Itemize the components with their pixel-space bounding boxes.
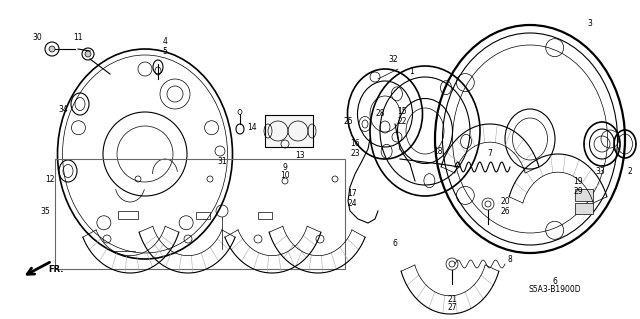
Text: 15: 15 <box>397 107 407 115</box>
Text: 28: 28 <box>375 109 385 118</box>
Text: 31: 31 <box>217 158 227 167</box>
Text: 11: 11 <box>73 33 83 41</box>
Bar <box>265 115 313 147</box>
Bar <box>575 203 593 214</box>
Text: 7: 7 <box>488 150 492 159</box>
Bar <box>258 212 272 219</box>
Text: 27: 27 <box>447 303 457 313</box>
Bar <box>196 212 210 219</box>
Bar <box>575 189 593 201</box>
Text: 32: 32 <box>388 55 398 63</box>
Text: FR.: FR. <box>48 265 63 274</box>
Bar <box>118 211 138 219</box>
Text: 2: 2 <box>628 167 632 175</box>
Text: 6: 6 <box>552 277 557 286</box>
Text: 20: 20 <box>500 197 510 205</box>
Text: 16: 16 <box>350 139 360 149</box>
Text: 35: 35 <box>40 206 50 216</box>
Text: 8: 8 <box>508 255 513 263</box>
Text: 12: 12 <box>45 174 55 183</box>
Text: 17: 17 <box>347 189 357 198</box>
Text: 22: 22 <box>397 116 407 125</box>
Text: 4: 4 <box>163 36 168 46</box>
Bar <box>55 159 345 269</box>
Text: 21: 21 <box>447 294 457 303</box>
Text: 18: 18 <box>433 146 443 155</box>
Text: 30: 30 <box>32 33 42 41</box>
Text: 6: 6 <box>392 240 397 249</box>
Text: 34: 34 <box>58 105 68 114</box>
Text: 19: 19 <box>573 176 583 186</box>
Text: 24: 24 <box>347 199 357 209</box>
Text: 23: 23 <box>350 150 360 159</box>
Text: 29: 29 <box>573 187 583 196</box>
Text: 33: 33 <box>595 167 605 175</box>
Circle shape <box>49 46 55 52</box>
Text: 1: 1 <box>410 66 414 76</box>
Text: 13: 13 <box>295 152 305 160</box>
Text: 9: 9 <box>283 162 287 172</box>
Text: 14: 14 <box>247 122 257 131</box>
Text: 25: 25 <box>343 116 353 125</box>
Text: 5: 5 <box>163 47 168 56</box>
Text: 10: 10 <box>280 172 290 181</box>
Text: S5A3-B1900D: S5A3-B1900D <box>529 285 581 293</box>
Text: 3: 3 <box>588 19 593 27</box>
Text: 26: 26 <box>500 206 510 216</box>
Circle shape <box>85 51 91 57</box>
